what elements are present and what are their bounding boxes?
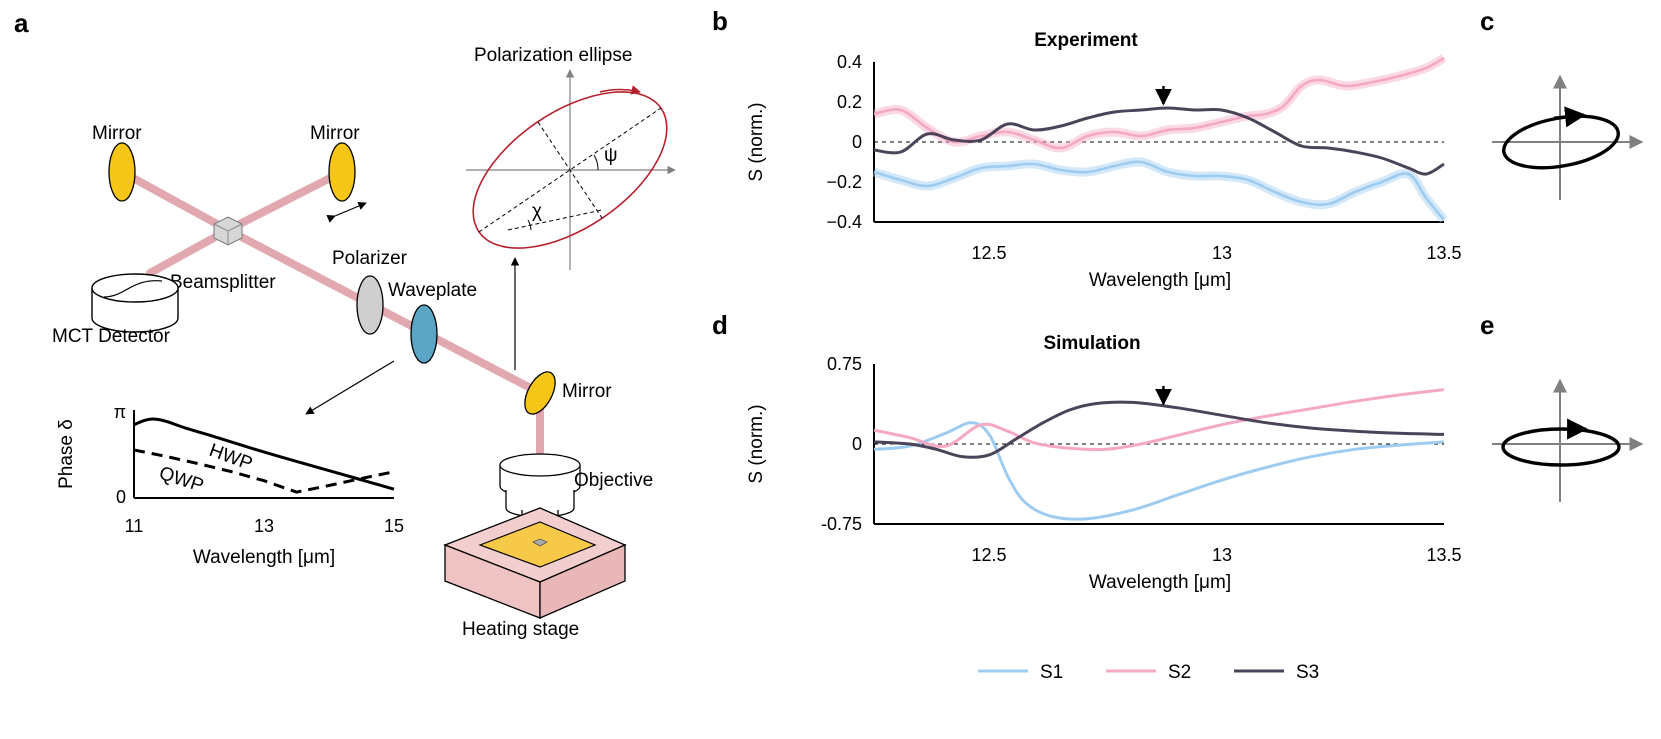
legend: S1 S2 S3 [978, 662, 1319, 683]
inset-xtick-11: 11 [125, 516, 144, 536]
inset-xtick-13: 13 [254, 516, 274, 536]
chi-label: χ [532, 201, 542, 222]
simulation-title: Simulation [1043, 333, 1140, 354]
ellipse-handedness-arrow [599, 85, 641, 95]
mirror-2-icon [328, 142, 356, 202]
panel-letter-e: e [1480, 310, 1494, 340]
detector-icon [91, 273, 179, 333]
sim-ytick: 0 [852, 434, 862, 454]
panel-letter-d: d [712, 310, 728, 340]
sim-xlabel: Wavelength [μm] [1089, 572, 1231, 593]
sim-s3-line [873, 400, 1445, 459]
sim-ytick: 0.75 [827, 354, 862, 374]
sim-s1-line [873, 421, 1445, 521]
exp-s2-line [873, 56, 1445, 150]
polarization-ellipse-diagram: Polarization ellipse ψ χ [466, 45, 676, 270]
ellipse-chi-line [507, 209, 603, 231]
exp-ytick: 0 [852, 132, 862, 152]
exp-s1-line [873, 160, 1446, 221]
exp-ytick: −0.2 [826, 172, 862, 192]
mirror-1-label: Mirror [92, 123, 142, 144]
simulation-chart: Simulation 0.75 0 -0.75 12.5 13 13.5 Wav… [746, 333, 1462, 593]
experiment-title: Experiment [1034, 30, 1138, 51]
heating-stage-icon [443, 507, 627, 619]
waveplate-label: Waveplate [388, 280, 477, 301]
exp-xtick: 13.5 [1426, 243, 1461, 263]
mirror-translate-arrow [326, 202, 367, 223]
mirror-2-label: Mirror [310, 123, 360, 144]
optical-setup: Mirror Mirror Beamsplitter MCT Detector … [52, 45, 676, 640]
objective-label: Objective [574, 470, 653, 491]
inset-ytick-pi: π [114, 402, 126, 422]
heating-stage-label: Heating stage [462, 619, 579, 640]
simulation-ellipse-diagram [1492, 378, 1644, 502]
psi-angle-arc [593, 154, 599, 171]
exp-s2-band [873, 54, 1447, 153]
legend-label-s3: S3 [1296, 662, 1319, 683]
sim-s2-line [873, 388, 1445, 452]
sim-ylabel: S (norm.) [746, 404, 767, 483]
beam-mirror2-bs [224, 168, 346, 234]
hwp-label: HWP [206, 440, 255, 475]
exp-ytick: −0.4 [826, 212, 862, 232]
ellipse-title: Polarization ellipse [474, 45, 632, 66]
exp-xtick: 13 [1212, 243, 1232, 263]
exp-ylabel: S (norm.) [746, 102, 767, 181]
exp-ytick: 0.2 [837, 92, 862, 112]
legend-label-s2: S2 [1168, 662, 1191, 683]
sim-xtick: 13 [1212, 545, 1232, 565]
beam-mirror1-bs [118, 168, 232, 234]
mirror-3-icon [524, 371, 556, 415]
qwp-line [133, 448, 395, 494]
experiment-ellipse-diagram [1492, 74, 1644, 200]
ellipse-minor-axis [537, 121, 603, 219]
exp-ytick: 0.4 [837, 52, 862, 72]
psi-label: ψ [604, 145, 618, 166]
qwp-label: QWP [156, 463, 206, 497]
sim-xtick: 12.5 [971, 545, 1006, 565]
mirror-1-icon [108, 142, 136, 202]
inset-ytick-0: 0 [116, 487, 126, 507]
waveplate-to-inset-arrow [305, 360, 395, 415]
polarizer-icon [356, 275, 384, 335]
sim-xtick: 13.5 [1426, 545, 1461, 565]
hwp-line [133, 417, 395, 491]
panel-letter-c: c [1480, 6, 1494, 36]
c-handedness-arrow [1553, 106, 1587, 128]
objective-icon [499, 453, 581, 527]
mirror-3-label: Mirror [562, 381, 612, 402]
polarizer-label: Polarizer [332, 248, 408, 269]
panel-letter-b: b [712, 6, 728, 36]
exp-xlabel: Wavelength [μm] [1089, 270, 1231, 291]
experiment-chart: Experiment 0.4 0.2 0 −0.2 −0.4 12.5 13 1… [746, 30, 1462, 291]
inset-ylabel: Phase δ [56, 419, 77, 489]
inset-xtick-15: 15 [384, 516, 404, 536]
ellipse-major-axis [478, 107, 662, 233]
exp-s3-line [873, 106, 1445, 176]
waveplate-icon [410, 304, 438, 364]
panel-letter-a: a [14, 8, 29, 38]
beamsplitter-icon [213, 216, 243, 246]
chi-angle-arc [527, 219, 532, 231]
beamsplitter-label: Beamsplitter [170, 272, 276, 293]
exp-xtick: 12.5 [971, 243, 1006, 263]
phase-inset-chart: HWP QWP π 0 11 13 15 Wavelength [μm] Pha… [56, 402, 404, 568]
inset-xlabel: Wavelength [μm] [193, 547, 335, 568]
sim-ytick: -0.75 [821, 514, 862, 534]
legend-label-s1: S1 [1040, 662, 1063, 683]
beam-bs-mirror3 [224, 226, 544, 397]
detector-label: MCT Detector [52, 326, 171, 347]
polarization-ellipse [472, 91, 668, 249]
